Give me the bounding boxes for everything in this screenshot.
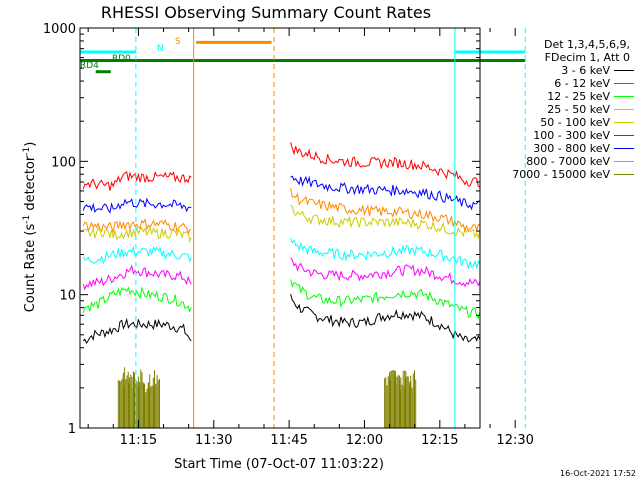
legend-header-line-2: FDecim 1, Att 0 <box>544 51 630 64</box>
series-line-5-seg-0 <box>82 170 192 191</box>
legend-item-8: 7000 - 15000 keV <box>488 168 638 181</box>
series-line-8-seg-0 <box>117 367 160 428</box>
legend-item-4: 50 - 100 keV <box>488 116 638 129</box>
legend-item-1: 6 - 12 keV <box>488 77 638 90</box>
series-line-3-seg-1 <box>290 237 480 270</box>
series-line-0-seg-1 <box>290 294 480 343</box>
series-line-6-seg-1 <box>290 175 480 211</box>
series-line-0-seg-0 <box>82 317 192 344</box>
legend-header-line-1: Det 1,3,4,5,6,9, <box>543 38 630 51</box>
plot-area <box>82 142 480 428</box>
x-axis-label: Start Time (07-Oct-07 11:03:22) <box>174 457 384 472</box>
legend-label: 100 - 300 keV <box>533 129 610 142</box>
legend-item-3: 25 - 50 keV <box>488 103 638 116</box>
legend-label: 300 - 800 keV <box>533 142 610 155</box>
y-tick-label-0: 1 <box>68 422 76 437</box>
legend-label: 6 - 12 keV <box>554 77 610 90</box>
legend-swatch <box>614 83 634 84</box>
x-tick-label-0: 11:15 <box>120 433 157 448</box>
legend-item-5: 100 - 300 keV <box>488 129 638 142</box>
series-line-3-seg-0 <box>82 245 192 265</box>
legend-swatch <box>614 96 634 97</box>
legend-label: 7000 - 15000 keV <box>512 168 610 181</box>
series-line-5-seg-1 <box>290 142 480 188</box>
legend-swatch <box>614 122 634 123</box>
series-line-4-seg-1 <box>290 204 480 240</box>
plot-frame <box>79 27 481 429</box>
legend-label: 800 - 7000 keV <box>526 155 610 168</box>
chart-title: RHESSI Observing Summary Count Rates <box>101 3 431 22</box>
x-tick-label-4: 12:15 <box>421 433 458 448</box>
legend-swatch <box>614 148 634 149</box>
legend-swatch <box>614 161 634 162</box>
axes: N S RD0 RD4 11:15 11:30 11:45 12:00 12:15 12:30 1 1… <box>43 22 534 448</box>
series-line-2-seg-0 <box>82 286 192 313</box>
legend-label: 3 - 6 keV <box>561 64 610 77</box>
x-tick-label-1: 11:30 <box>195 433 232 448</box>
rd4-label: RD4 <box>80 61 99 71</box>
legend-swatch <box>614 109 634 110</box>
timestamp: 16-Oct-2021 17:52 <box>560 469 636 478</box>
legend-label: 12 - 25 keV <box>547 90 610 103</box>
legend-label: 25 - 50 keV <box>547 103 610 116</box>
y-tick-label-3: 1000 <box>43 22 76 37</box>
x-tick-label-3: 12:00 <box>346 433 383 448</box>
legend-swatch <box>614 70 634 71</box>
series-line-6-seg-0 <box>82 197 192 214</box>
series-line-1-seg-1 <box>290 257 480 288</box>
y-tick-label-2: 100 <box>51 155 76 170</box>
x-tick-label-2: 11:45 <box>270 433 307 448</box>
rd0-label: RD0 <box>112 54 131 64</box>
legend-swatch <box>614 174 634 175</box>
legend-label: 50 - 100 keV <box>540 116 610 129</box>
x-tick-label-5: 12:30 <box>496 433 533 448</box>
series-line-1-seg-0 <box>82 264 192 291</box>
night-label: N <box>157 44 164 54</box>
y-tick-label-1: 10 <box>59 289 76 304</box>
y-axis-label: Count Rate (s-1 detector-1) <box>22 142 38 313</box>
series-line-7-seg-0 <box>82 218 192 236</box>
series-line-2-seg-1 <box>290 279 480 320</box>
legend-item-6: 300 - 800 keV <box>488 142 638 155</box>
legend: Det 1,3,4,5,6,9, FDecim 1, Att 0 3 - 6 k… <box>488 38 638 181</box>
legend-item-2: 12 - 25 keV <box>488 90 638 103</box>
legend-swatch <box>614 135 634 136</box>
legend-item-7: 800 - 7000 keV <box>488 155 638 168</box>
series-line-7-seg-1 <box>290 187 480 233</box>
saa-label: S <box>175 37 181 47</box>
series-line-8-seg-1 <box>384 370 417 428</box>
legend-item-0: 3 - 6 keV <box>488 64 638 77</box>
